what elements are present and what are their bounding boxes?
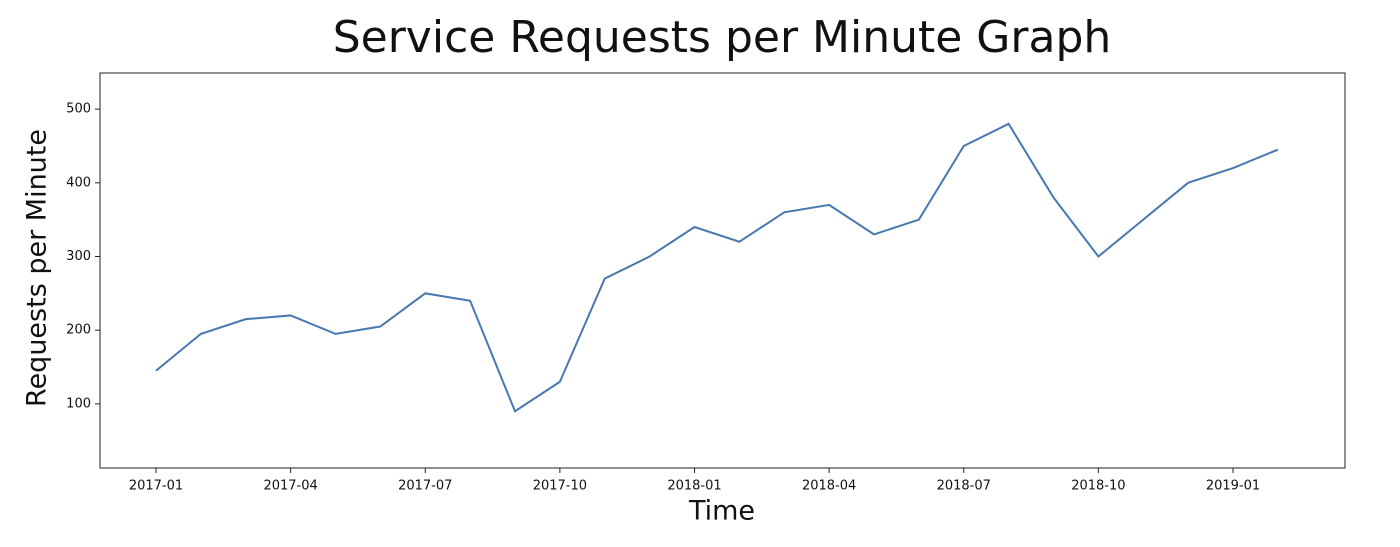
chart-title: Service Requests per Minute Graph — [333, 12, 1112, 63]
y-tick-label: 400 — [66, 175, 91, 190]
plot-frame — [99, 72, 1346, 469]
x-tick-label: 2018-04 — [802, 479, 856, 494]
y-tick-label: 200 — [66, 323, 91, 338]
x-tick-label: 2017-01 — [129, 479, 183, 494]
x-tick-label: 2017-07 — [398, 479, 452, 494]
x-axis-label: Time — [688, 496, 755, 527]
y-tick-label: 300 — [66, 249, 91, 264]
y-tick-label: 100 — [66, 396, 91, 411]
x-tick-label: 2017-10 — [533, 479, 587, 494]
y-tick-label: 500 — [66, 102, 91, 117]
data-line — [155, 122, 1279, 413]
x-tick-label: 2018-01 — [667, 479, 721, 494]
x-tick-label: 2018-10 — [1071, 479, 1125, 494]
x-tick-label: 2018-07 — [937, 479, 991, 494]
x-tick-label: 2017-04 — [263, 479, 317, 494]
x-tick-label: 2019-01 — [1206, 479, 1260, 494]
y-axis-label: Requests per Minute — [22, 129, 53, 407]
